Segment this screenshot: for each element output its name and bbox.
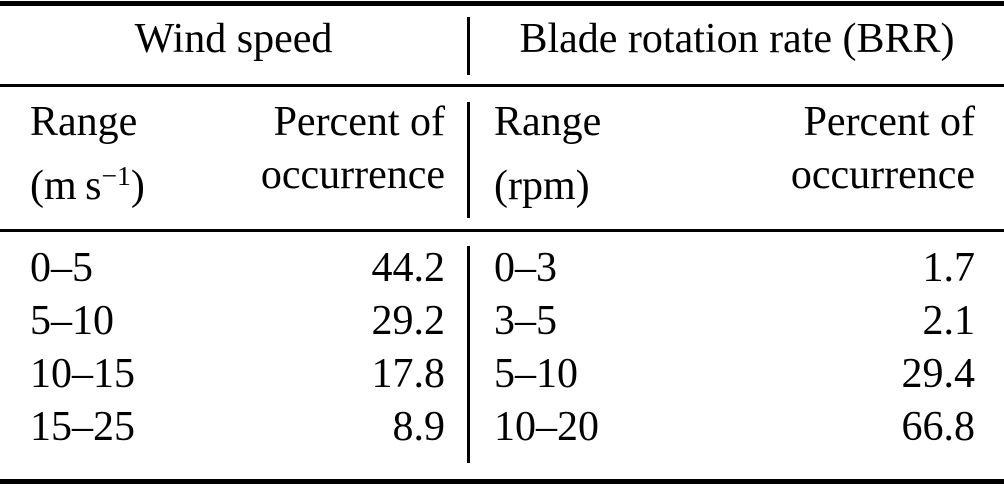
percent-header-label: Percent of	[803, 99, 975, 145]
header-line-1: Range Percent of	[494, 96, 975, 149]
table-row: 0–3 1.7	[494, 242, 975, 295]
table-row: 15–25 8.9	[30, 401, 445, 454]
percent-cell: 66.8	[901, 404, 976, 450]
range-header-label: Range	[494, 99, 602, 145]
percent-cell: 29.4	[901, 351, 976, 397]
header-body-rule	[0, 229, 1004, 232]
range-unit-pre: (m s	[30, 162, 102, 209]
percent-header-label-2: occurrence	[790, 152, 975, 198]
wind-speed-rows: 0–5 44.2 5–10 29.2 10–15 17.8 15–25 8.9	[0, 242, 467, 454]
range-cell: 5–10	[30, 298, 114, 344]
column-divider-body-segment	[467, 246, 470, 463]
range-cell: 3–5	[494, 298, 557, 344]
brr-rows: 0–3 1.7 3–5 2.1 5–10 29.4 10–20 66.8	[470, 242, 1004, 454]
range-cell: 10–20	[494, 404, 599, 450]
range-cell: 0–5	[30, 245, 93, 291]
percent-cell: 2.1	[922, 298, 976, 344]
range-cell: 10–15	[30, 351, 135, 397]
percent-header-label: Percent of	[273, 99, 445, 145]
wind-speed-column-headers: Range Percent of (m s−1) occurrence	[0, 96, 467, 209]
range-cell: 0–3	[494, 245, 557, 291]
range-cell: 5–10	[494, 351, 578, 397]
header-line-1: Range Percent of	[30, 96, 445, 149]
brr-column-headers: Range Percent of (rpm) occurrence	[470, 96, 1004, 209]
range-unit-superscript: −1	[101, 160, 131, 191]
range-unit-post: )	[130, 162, 145, 209]
range-unit-pre: (rpm)	[494, 162, 590, 209]
range-unit-label: (rpm)	[494, 149, 590, 209]
range-unit-label: (m s−1)	[30, 149, 145, 209]
range-cell: 15–25	[30, 404, 135, 450]
percent-cell: 17.8	[371, 351, 446, 397]
bottom-rule	[0, 479, 1004, 484]
title-header-rule	[0, 84, 1004, 87]
top-rule	[0, 1, 1004, 6]
table-row: 3–5 2.1	[494, 295, 975, 348]
table-row: 10–20 66.8	[494, 401, 975, 454]
header-line-2: (rpm) occurrence	[494, 149, 975, 209]
percent-cell: 29.2	[371, 298, 446, 344]
section-title-blade-rotation-rate: Blade rotation rate (BRR)	[519, 16, 955, 62]
percent-cell: 44.2	[371, 245, 446, 291]
table-row: 10–15 17.8	[30, 348, 445, 401]
range-header-label: Range	[30, 99, 138, 145]
table-row: 5–10 29.4	[494, 348, 975, 401]
percent-header-label-2: occurrence	[260, 152, 445, 198]
table-row: 0–5 44.2	[30, 242, 445, 295]
percent-cell: 1.7	[922, 245, 976, 291]
section-title-wind-speed: Wind speed	[134, 16, 333, 62]
percent-cell: 8.9	[392, 404, 446, 450]
header-line-2: (m s−1) occurrence	[30, 149, 445, 209]
column-divider-header-segment	[467, 102, 470, 218]
column-divider-title-segment	[467, 17, 470, 75]
table-row: 5–10 29.2	[30, 295, 445, 348]
